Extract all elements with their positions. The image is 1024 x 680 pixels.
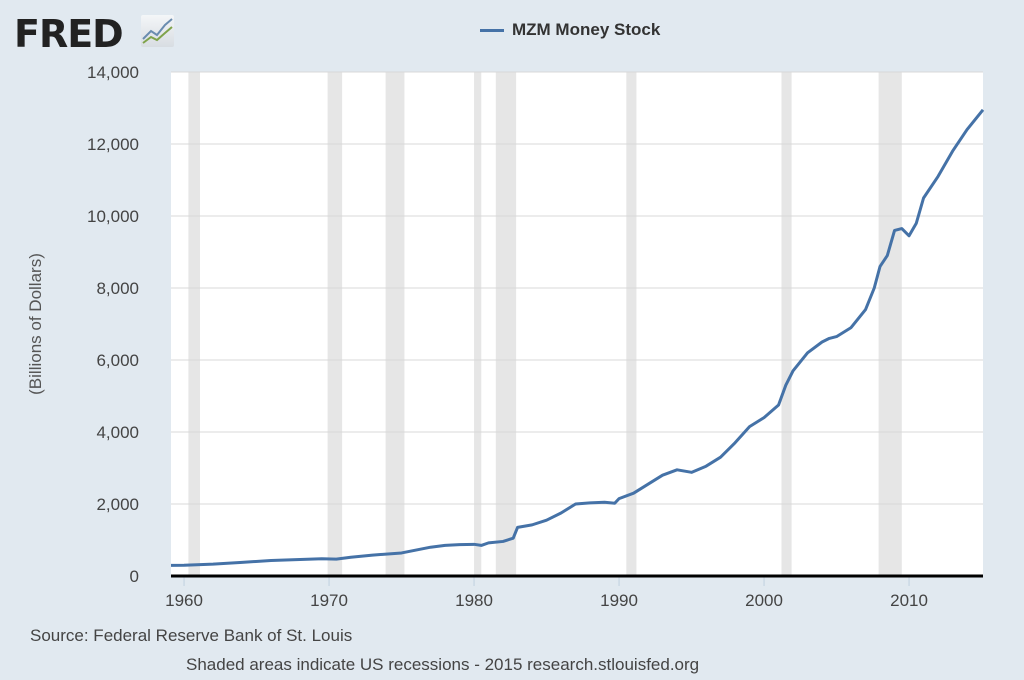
recession-band <box>626 72 637 576</box>
x-tick-label: 2000 <box>745 591 783 610</box>
y-tick-label: 0 <box>130 567 139 586</box>
x-tick-label: 1990 <box>600 591 638 610</box>
x-tick-label: 2010 <box>890 591 928 610</box>
y-tick-label: 10,000 <box>87 207 139 226</box>
legend-label: MZM Money Stock <box>512 20 661 39</box>
recession-band <box>188 72 200 576</box>
y-tick-label: 14,000 <box>87 63 139 82</box>
x-tick-label: 1970 <box>310 591 348 610</box>
fred-logo: FRED <box>14 12 124 56</box>
legend[interactable]: MZM Money Stock <box>480 20 660 40</box>
y-tick-label: 4,000 <box>96 423 139 442</box>
x-tick-label: 1960 <box>165 591 203 610</box>
series-line <box>170 108 985 567</box>
recession-band <box>474 72 482 576</box>
recession-note: Shaded areas indicate US recessions - 20… <box>186 655 700 674</box>
recession-band <box>385 72 405 576</box>
recession-band <box>781 72 792 576</box>
x-tick-label: 1980 <box>455 591 493 610</box>
recession-band <box>495 72 517 576</box>
plot-area <box>171 72 983 576</box>
recession-band <box>878 72 902 576</box>
source-note: Source: Federal Reserve Bank of St. Loui… <box>30 626 353 645</box>
recession-band <box>327 72 343 576</box>
chart-logo-icon <box>141 15 174 47</box>
y-tick-label: 8,000 <box>96 279 139 298</box>
legend-swatch <box>480 28 504 32</box>
y-tick-label: 2,000 <box>96 495 139 514</box>
y-tick-label: 12,000 <box>87 135 139 154</box>
y-tick-label: 6,000 <box>96 351 139 370</box>
